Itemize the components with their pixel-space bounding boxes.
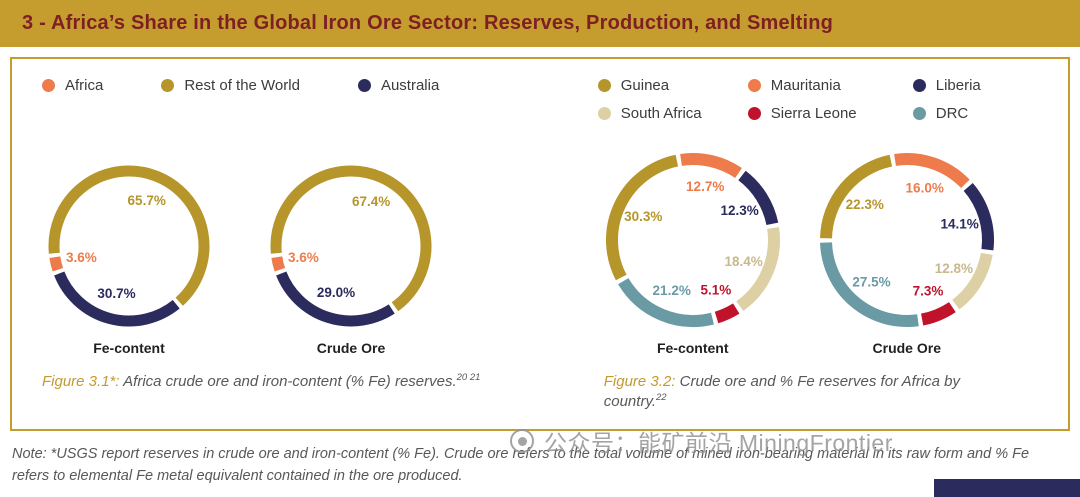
legend-figure-3-1: Africa Rest of the World Australia (42, 73, 498, 151)
watermark: 公众号：能矿前沿 MiningFrontier (510, 424, 893, 458)
chart-block-fe-content-3-2: 12.7% 12.3% 18.4% 5.1% 21.2% 30.3% Fe-content (604, 151, 782, 356)
title-bar: 3 - Africa’s Share in the Global Iron Or… (0, 0, 1080, 47)
legend-label-sierra-leone: Sierra Leone (770, 105, 857, 122)
figure-3-2-caption-text: Crude ore and % Fe reserves for Africa b… (603, 373, 961, 411)
chart-block-crude-ore-3-2: 16.0% 14.1% 12.8% 7.3% 27.5% 22.3% Crude Ore (818, 151, 996, 356)
svg-text:16.0%: 16.0% (905, 180, 943, 195)
svg-text:7.3%: 7.3% (912, 283, 943, 298)
footnote-text: Note: *USGS report reserves in crude ore… (12, 446, 1030, 484)
legend-label-mauritania: Mauritania (770, 77, 841, 94)
figure-panel: Africa Rest of the World Australia 3.6% 6… (10, 57, 1070, 431)
svg-text:67.4%: 67.4% (352, 194, 390, 209)
figure-3-1-caption-text: Africa crude ore and iron-content (% Fe)… (119, 373, 457, 390)
corner-bar (934, 479, 1080, 497)
legend-dot-australia (357, 79, 371, 92)
legend-label-rest-of-world: Rest of the World (184, 77, 300, 94)
svg-text:30.3%: 30.3% (624, 209, 662, 224)
legend-label-south-africa: South Africa (620, 105, 702, 122)
svg-text:22.3%: 22.3% (845, 197, 883, 212)
chart-title-crude-ore: Crude Ore (316, 340, 386, 356)
donut-crude-ore-global: 3.6% 67.4% 29.0% (268, 163, 434, 334)
figure-3-2-caption: Figure 3.2: Crude ore and % Fe reserves … (604, 372, 984, 413)
legend-label-guinea: Guinea (620, 77, 670, 94)
legend-item-guinea: Guinea (597, 77, 748, 94)
svg-text:5.1%: 5.1% (700, 283, 731, 298)
legend-item-rest-of-world: Rest of the World (161, 77, 300, 94)
svg-text:29.0%: 29.0% (317, 285, 355, 300)
svg-text:27.5%: 27.5% (852, 275, 890, 290)
legend-dot-mauritania (747, 79, 761, 92)
svg-text:12.7%: 12.7% (686, 179, 724, 194)
figure-3-2-caption-refs: 22 (656, 392, 667, 404)
chart-block-crude-ore-3-1: 3.6% 67.4% 29.0% Crude Ore (268, 163, 434, 356)
figure-3-1-section: Africa Rest of the World Australia 3.6% 6… (12, 59, 498, 429)
legend-item-australia: Australia (357, 77, 440, 94)
camera-lens (517, 436, 527, 446)
legend-label-australia: Australia (380, 77, 440, 94)
charts-figure-3-1: 3.6% 65.7% 30.7% Fe-content 3.6% 67.4% 29.0%… (42, 151, 498, 356)
donut-crude-ore-africa: 16.0% 14.1% 12.8% 7.3% 27.5% 22.3% (818, 151, 996, 334)
legend-item-liberia: Liberia (912, 77, 1043, 94)
footnote: Note: *USGS report reserves in crude ore… (12, 444, 1068, 488)
donut-fe-content-africa: 12.7% 12.3% 18.4% 5.1% 21.2% 30.3% (604, 151, 782, 334)
figure-3-1-caption-label: Figure 3.1*: (42, 373, 120, 390)
svg-text:12.3%: 12.3% (720, 203, 758, 218)
legend-dot-africa (42, 79, 55, 92)
legend-dot-south-africa (597, 107, 611, 120)
legend-dot-liberia (912, 79, 926, 92)
legend-item-mauritania: Mauritania (747, 77, 913, 94)
svg-text:3.6%: 3.6% (66, 250, 97, 265)
svg-text:3.6%: 3.6% (288, 250, 319, 265)
legend-figure-3-2: Guinea Mauritania Liberia South Africa S… (597, 73, 1068, 151)
svg-text:12.8%: 12.8% (935, 261, 973, 276)
svg-text:14.1%: 14.1% (940, 216, 978, 231)
camera-icon (510, 429, 534, 453)
svg-text:65.7%: 65.7% (128, 193, 166, 208)
legend-dot-guinea (597, 79, 611, 92)
svg-text:21.2%: 21.2% (652, 283, 690, 298)
figure-3-1-caption: Figure 3.1*: Africa crude ore and iron-c… (42, 372, 482, 392)
chart-title-fe-content-africa: Fe-content (656, 340, 729, 356)
legend-dot-drc (912, 107, 926, 120)
legend-dot-sierra-leone (747, 107, 761, 120)
chart-title-crude-ore-africa: Crude Ore (872, 340, 941, 356)
watermark-text: 公众号：能矿前沿 MiningFrontier (544, 430, 893, 456)
legend-item-sierra-leone: Sierra Leone (747, 105, 913, 122)
legend-label-drc: DRC (935, 105, 969, 122)
legend-item-africa: Africa (42, 77, 103, 94)
page-title: 3 - Africa’s Share in the Global Iron Or… (22, 12, 834, 34)
chart-block-fe-content-3-1: 3.6% 65.7% 30.7% Fe-content (46, 163, 212, 356)
chart-title-fe-content: Fe-content (93, 340, 165, 356)
svg-text:18.4%: 18.4% (724, 254, 762, 269)
figure-3-2-section: Guinea Mauritania Liberia South Africa S… (498, 59, 1068, 429)
legend-label-africa: Africa (65, 77, 104, 94)
legend-item-south-africa: South Africa (597, 105, 748, 122)
legend-label-liberia: Liberia (935, 77, 981, 94)
svg-text:30.7%: 30.7% (97, 286, 135, 301)
charts-figure-3-2: 12.7% 12.3% 18.4% 5.1% 21.2% 30.3% Fe-content… (598, 151, 1068, 356)
legend-item-drc: DRC (912, 105, 1043, 122)
donut-fe-content-global: 3.6% 65.7% 30.7% (46, 163, 212, 334)
legend-dot-rest-of-world (161, 79, 175, 92)
figure-3-2-caption-label: Figure 3.2: (603, 373, 676, 390)
figure-3-1-caption-refs: 20 21 (456, 372, 481, 383)
